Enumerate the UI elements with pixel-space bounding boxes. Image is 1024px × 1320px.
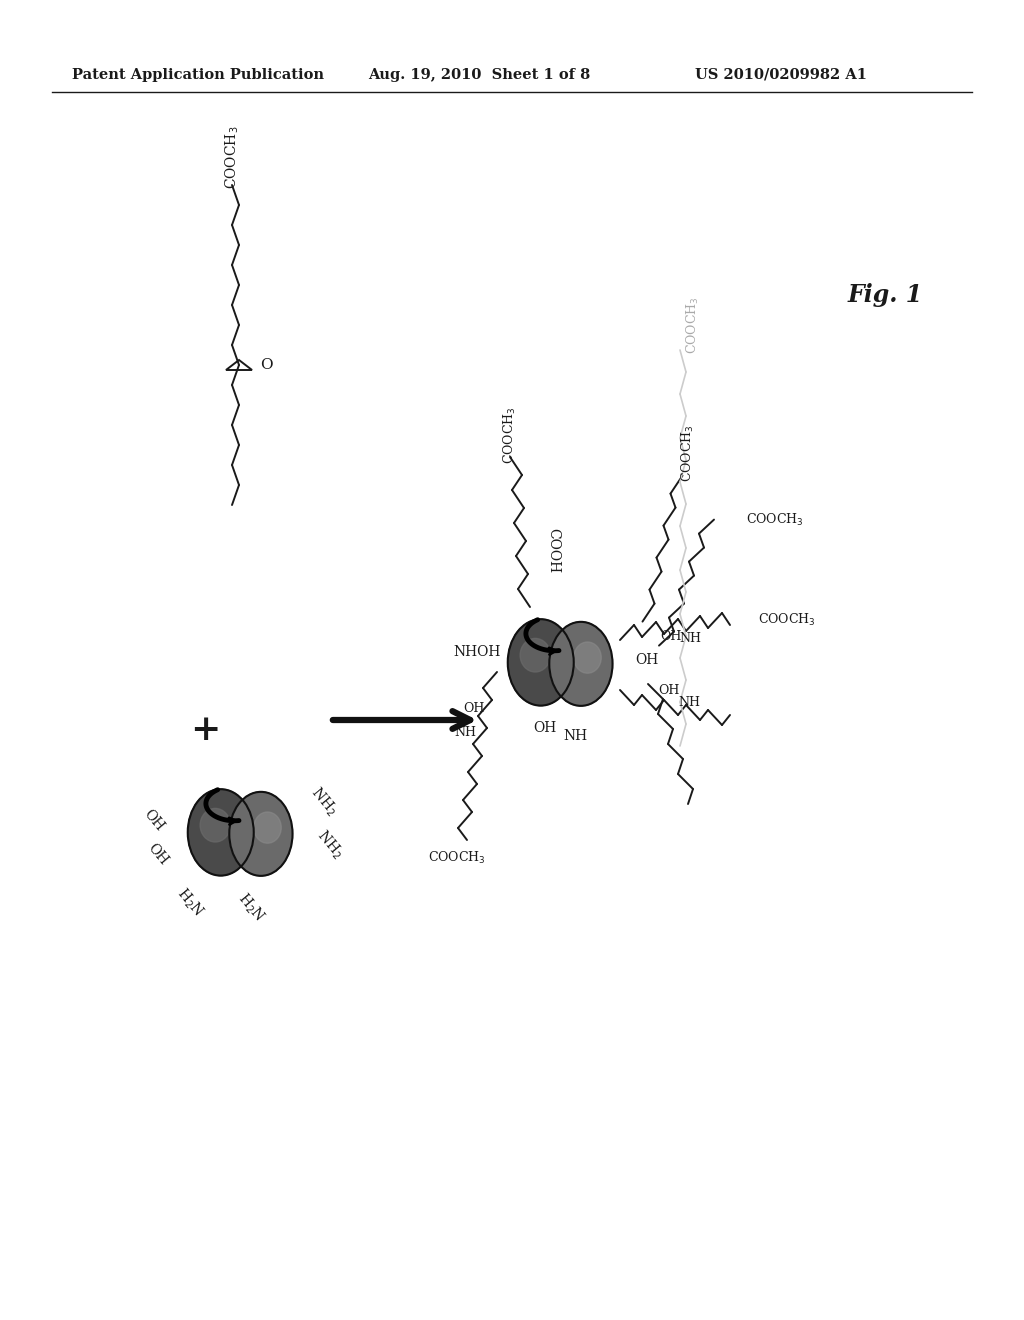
Text: +: +	[189, 713, 220, 747]
Ellipse shape	[520, 639, 550, 672]
Text: NH: NH	[454, 726, 476, 739]
Text: OH: OH	[635, 653, 658, 667]
Text: OH: OH	[660, 631, 681, 644]
Text: OH: OH	[658, 684, 679, 697]
Text: OH: OH	[145, 841, 171, 867]
Text: NH: NH	[678, 697, 700, 710]
Text: O: O	[260, 358, 272, 372]
Ellipse shape	[549, 622, 612, 706]
Text: COOCH$_3$: COOCH$_3$	[502, 407, 518, 463]
Ellipse shape	[229, 792, 293, 876]
Text: H$_2$N: H$_2$N	[173, 884, 207, 921]
Text: COOCH$_3$: COOCH$_3$	[428, 850, 485, 866]
Text: OH: OH	[141, 807, 167, 834]
Text: Aug. 19, 2010  Sheet 1 of 8: Aug. 19, 2010 Sheet 1 of 8	[368, 69, 590, 82]
Text: NH: NH	[563, 729, 587, 743]
Text: NH$_2$: NH$_2$	[307, 784, 341, 818]
Text: Fig. 1: Fig. 1	[848, 282, 924, 308]
Text: NH: NH	[679, 632, 701, 645]
Ellipse shape	[573, 642, 601, 673]
Text: OH: OH	[463, 701, 484, 714]
Text: COOCH$_3$: COOCH$_3$	[685, 296, 701, 354]
Text: COOCH$_3$: COOCH$_3$	[746, 512, 804, 528]
Text: Patent Application Publication: Patent Application Publication	[72, 69, 324, 82]
Ellipse shape	[200, 808, 230, 842]
Ellipse shape	[254, 812, 282, 843]
Text: COOCH$_3$: COOCH$_3$	[758, 612, 815, 628]
Text: NH$_2$: NH$_2$	[313, 826, 347, 862]
Text: OH: OH	[534, 721, 557, 735]
Text: US 2010/0209982 A1: US 2010/0209982 A1	[695, 69, 867, 82]
Text: COOCH$_3$: COOCH$_3$	[680, 425, 695, 482]
Text: COOH: COOH	[546, 528, 560, 574]
Text: COOCH$_3$: COOCH$_3$	[223, 125, 241, 189]
Text: H$_2$N: H$_2$N	[233, 890, 268, 925]
Ellipse shape	[508, 619, 573, 706]
Text: NHOH: NHOH	[454, 645, 501, 659]
Ellipse shape	[187, 789, 254, 875]
